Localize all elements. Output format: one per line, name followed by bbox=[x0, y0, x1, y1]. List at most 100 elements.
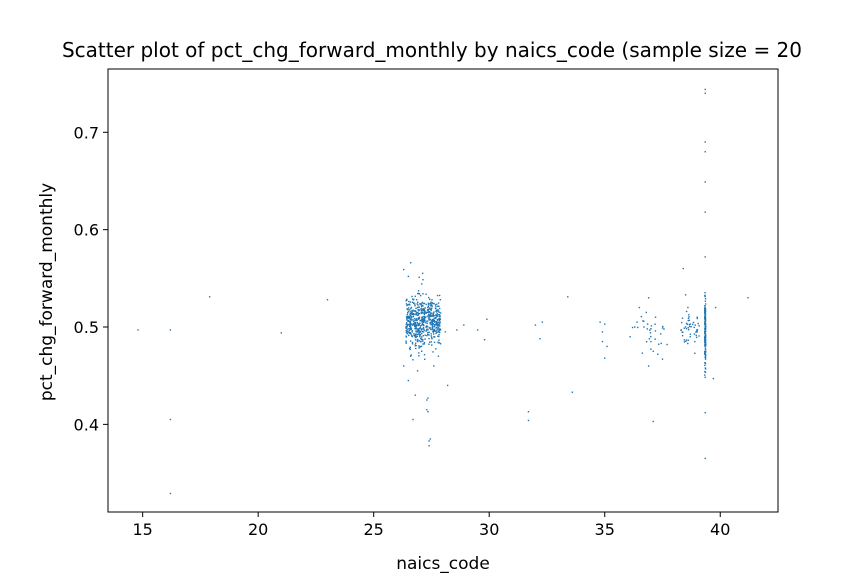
scatter-point bbox=[410, 354, 412, 356]
scatter-point bbox=[408, 347, 411, 350]
scatter-point bbox=[704, 333, 706, 336]
scatter-point bbox=[421, 283, 423, 285]
scatter-point bbox=[427, 315, 430, 317]
scatter-point bbox=[414, 394, 416, 396]
scatter-point bbox=[431, 299, 433, 301]
scatter-point bbox=[439, 329, 442, 331]
scatter-point bbox=[405, 321, 408, 324]
scatter-point bbox=[704, 316, 707, 319]
scatter-point bbox=[418, 276, 420, 279]
scatter-point bbox=[414, 295, 416, 297]
scatter-point bbox=[704, 322, 706, 324]
scatter-point bbox=[406, 318, 408, 320]
scatter-point bbox=[434, 304, 437, 306]
scatter-point bbox=[407, 310, 410, 313]
scatter-point bbox=[420, 350, 423, 352]
scatter-point bbox=[433, 335, 435, 338]
scatter-point bbox=[650, 348, 652, 350]
scatter-point bbox=[412, 319, 414, 321]
scatter-point bbox=[409, 315, 411, 317]
scatter-point bbox=[704, 310, 706, 312]
scatter-point bbox=[421, 332, 423, 335]
scatter-point bbox=[539, 337, 541, 340]
scatter-point bbox=[414, 310, 417, 312]
scatter-point bbox=[414, 304, 416, 307]
scatter-point bbox=[687, 327, 689, 329]
scatter-point bbox=[408, 331, 410, 334]
scatter-point bbox=[438, 307, 441, 310]
scatter-point bbox=[660, 333, 662, 335]
scatter-point bbox=[413, 318, 416, 320]
scatter-point bbox=[438, 324, 441, 326]
scatter-point bbox=[415, 333, 417, 335]
scatter-point bbox=[423, 329, 425, 332]
scatter-point bbox=[438, 305, 440, 308]
scatter-point bbox=[415, 331, 418, 333]
scatter-point bbox=[704, 341, 706, 344]
scatter-point bbox=[686, 323, 688, 326]
scatter-point bbox=[704, 457, 706, 460]
scatter-point bbox=[421, 311, 424, 314]
scatter-point bbox=[407, 275, 410, 278]
scatter-point bbox=[421, 317, 423, 319]
scatter-point bbox=[483, 338, 486, 341]
scatter-point bbox=[416, 314, 419, 317]
scatter-point bbox=[418, 352, 420, 354]
scatter-point bbox=[704, 356, 707, 359]
scatter-point bbox=[420, 318, 423, 321]
scatter-point bbox=[436, 303, 438, 305]
scatter-point bbox=[407, 334, 410, 337]
scatter-point bbox=[408, 300, 410, 303]
scatter-point bbox=[409, 355, 412, 357]
scatter-point bbox=[432, 313, 435, 315]
scatter-point bbox=[419, 330, 422, 333]
scatter-point bbox=[428, 298, 431, 301]
scatter-point bbox=[430, 335, 433, 337]
scatter-point bbox=[430, 304, 432, 307]
scatter-point bbox=[704, 342, 707, 345]
scatter-point bbox=[422, 319, 424, 321]
scatter-point bbox=[704, 367, 707, 369]
scatter-point bbox=[419, 327, 421, 329]
scatter-point bbox=[698, 325, 700, 327]
scatter-point bbox=[407, 312, 409, 314]
scatter-point bbox=[437, 328, 439, 330]
scatter-point bbox=[704, 370, 706, 373]
scatter-point bbox=[422, 326, 425, 329]
scatter-point bbox=[415, 318, 417, 321]
scatter-point bbox=[680, 329, 682, 331]
scatter-point bbox=[411, 341, 414, 344]
x-tick-label: 20 bbox=[248, 520, 268, 539]
scatter-point bbox=[406, 323, 408, 325]
scatter-point bbox=[419, 340, 422, 343]
scatter-point bbox=[704, 313, 706, 315]
scatter-point bbox=[427, 305, 430, 308]
scatter-point bbox=[431, 305, 433, 307]
scatter-point bbox=[428, 327, 431, 329]
scatter-point bbox=[407, 320, 409, 322]
scatter-point bbox=[425, 325, 428, 327]
scatter-point bbox=[406, 331, 408, 333]
scatter-point bbox=[411, 312, 413, 314]
scatter-point bbox=[280, 332, 282, 334]
scatter-point bbox=[409, 304, 411, 306]
scatter-point bbox=[411, 335, 413, 338]
scatter-point bbox=[663, 328, 665, 330]
scatter-point bbox=[403, 268, 405, 271]
scatter-point bbox=[687, 306, 689, 309]
scatter-point bbox=[438, 319, 441, 322]
scatter-point bbox=[422, 316, 424, 318]
x-tick-label: 15 bbox=[132, 520, 152, 539]
scatter-point bbox=[416, 340, 419, 342]
scatter-point bbox=[432, 315, 434, 318]
scatter-point bbox=[437, 309, 439, 311]
scatter-point bbox=[433, 302, 435, 305]
scatter-point bbox=[427, 411, 429, 413]
scatter-point bbox=[704, 352, 706, 355]
scatter-point bbox=[704, 294, 706, 297]
scatter-point bbox=[643, 326, 645, 328]
scatter-point bbox=[541, 321, 544, 323]
scatter-point bbox=[432, 333, 435, 335]
scatter-point bbox=[411, 295, 413, 298]
scatter-point bbox=[422, 331, 425, 333]
